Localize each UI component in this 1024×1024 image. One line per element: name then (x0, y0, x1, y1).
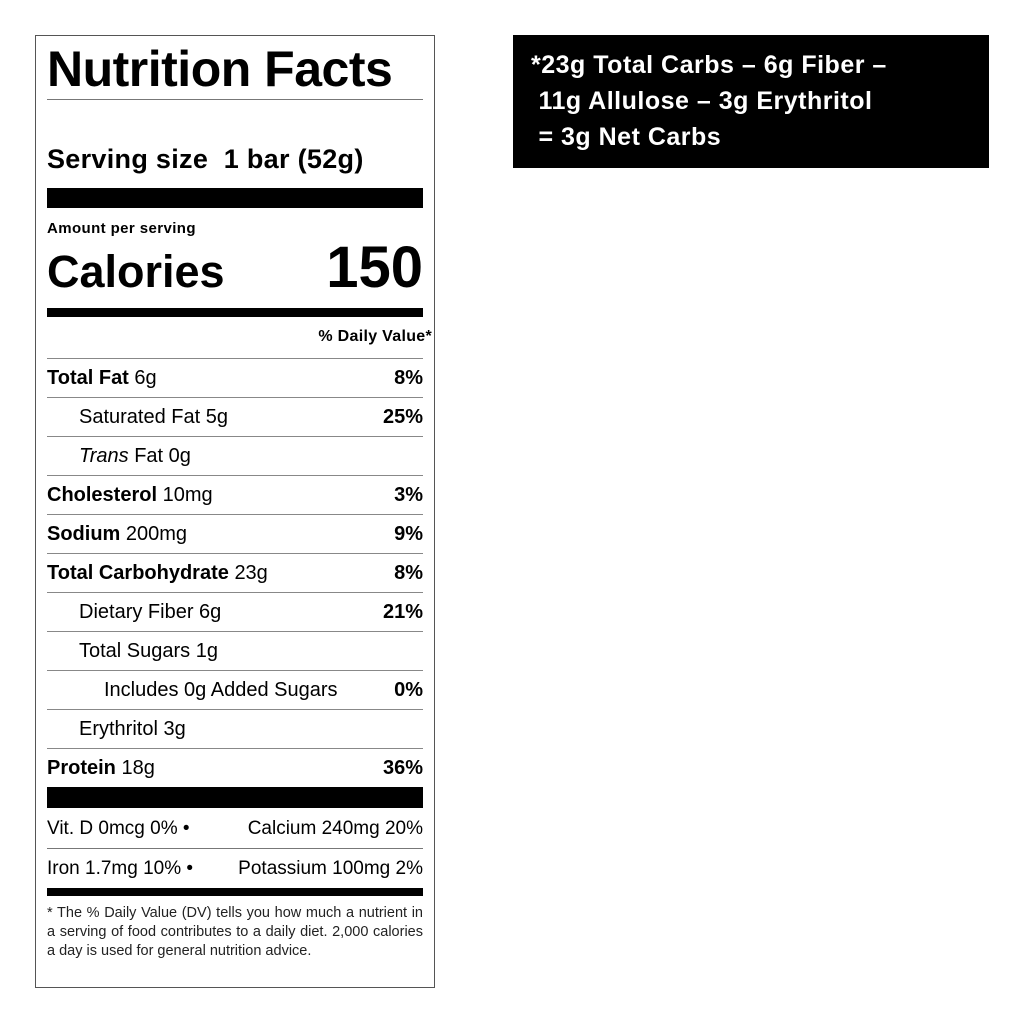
row-trans-fat: Trans Fat 0g (47, 436, 423, 475)
row-dietary-fiber: Dietary Fiber 6g 21% (47, 592, 423, 631)
net-carbs-line: 11g Allulose – 3g Erythritol (531, 87, 873, 115)
net-carbs-line: = 3g Net Carbs (531, 123, 722, 151)
row-added-sugars: Includes 0g Added Sugars 0% (47, 670, 423, 709)
net-carbs-box: *23g Total Carbs – 6g Fiber – 11g Allulo… (513, 35, 989, 168)
net-carbs-line: *23g Total Carbs – 6g Fiber – (531, 51, 887, 79)
serving-size: Serving size 1 bar (52g) (47, 144, 364, 174)
vitamins-row-2: Iron 1.7mg 10% • Potassium 100mg 2% (47, 858, 423, 879)
thick-divider (47, 188, 423, 208)
row-cholesterol: Cholesterol 10mg 3% (47, 475, 423, 514)
divider (47, 99, 423, 100)
row-protein: Protein 18g 36% (47, 748, 423, 787)
calories-value: 150 (326, 235, 423, 300)
label-title: Nutrition Facts (47, 41, 393, 97)
row-total-sugars: Total Sugars 1g (47, 631, 423, 670)
daily-value-header: % Daily Value* (318, 328, 432, 345)
medium-divider (47, 308, 423, 317)
divider (47, 848, 423, 849)
footnote: * The % Daily Value (DV) tells you how m… (47, 905, 423, 959)
row-erythritol: Erythritol 3g (47, 709, 423, 748)
amount-per-serving: Amount per serving (47, 220, 196, 237)
calories-label: Calories (47, 246, 225, 297)
nutrition-facts-label: Nutrition Facts Serving size 1 bar (52g)… (35, 35, 435, 988)
vitamins-row-1: Vit. D 0mcg 0% • Calcium 240mg 20% (47, 818, 423, 839)
row-total-carbohydrate: Total Carbohydrate 23g 8% (47, 553, 423, 592)
medium-divider (47, 888, 423, 896)
row-sodium: Sodium 200mg 9% (47, 514, 423, 553)
row-saturated-fat: Saturated Fat 5g 25% (47, 397, 423, 436)
row-total-fat: Total Fat 6g 8% (47, 358, 423, 397)
thick-divider (47, 787, 423, 808)
